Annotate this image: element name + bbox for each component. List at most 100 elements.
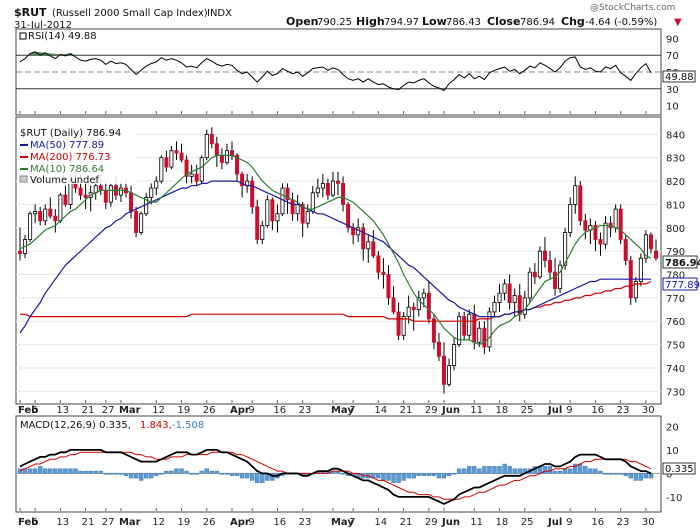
candle-body — [477, 327, 482, 343]
candle-body — [78, 187, 83, 196]
candle-body — [270, 199, 275, 222]
macd-hist-bar — [239, 473, 245, 479]
macd-hist-bar — [487, 466, 492, 474]
macd-hist-bar — [633, 473, 639, 481]
macd-hist-bar — [628, 473, 633, 479]
macd-hist-bar — [608, 473, 613, 475]
candle-body — [108, 185, 113, 203]
candle-body — [48, 208, 53, 217]
x-axis-label: May — [331, 517, 354, 528]
macd-hist-bar — [623, 473, 628, 476]
candle-body — [33, 211, 38, 215]
candle-body — [305, 211, 310, 224]
high-value: 794.97 — [384, 17, 419, 28]
macd-hist-bar — [154, 473, 159, 476]
macd-hist-bar — [426, 473, 432, 476]
x-axis-label: 23 — [299, 517, 312, 528]
macd-hist-bar — [169, 470, 174, 474]
x-axis-label: 25 — [521, 517, 534, 528]
macd-hist-bar — [249, 473, 255, 481]
price-y-tick: 830 — [666, 154, 685, 165]
candle-body — [265, 199, 270, 226]
candle-body — [537, 250, 542, 278]
ma50-line — [19, 180, 651, 334]
macd-hist-bar — [209, 470, 215, 474]
x-axis: FebFeb66131321212727MarMar121219192626Ap… — [18, 111, 655, 528]
macd-hist-bar — [603, 473, 608, 475]
macd-hist-bar — [260, 473, 265, 483]
x-axis-label: 14 — [374, 517, 387, 528]
macd-y-tick: 0 — [666, 469, 672, 480]
candle-body — [209, 133, 214, 145]
x-axis-label: 11 — [470, 517, 483, 528]
candle-body — [194, 173, 199, 182]
chg-label: Chg — [561, 15, 585, 28]
ma10-line — [19, 154, 652, 346]
macd-hist-bar — [214, 470, 220, 474]
macd-hist-bar — [517, 468, 522, 474]
candle-body — [159, 157, 164, 182]
candle-body — [17, 250, 22, 254]
candle-body — [129, 192, 134, 212]
symbol-label: $RUT — [14, 6, 47, 19]
rsi-y-tick: 10 — [666, 102, 679, 113]
macd-hist-bar — [159, 473, 164, 475]
candle-body — [346, 204, 351, 229]
macd-last-tag — [662, 462, 696, 475]
macd-hist-bar — [184, 470, 189, 474]
macd-hist-bar — [446, 473, 452, 476]
x-axis-label: Feb — [18, 517, 38, 528]
x-axis-label: 27 — [102, 405, 115, 416]
candle-body — [441, 355, 446, 385]
candle-body — [199, 157, 204, 182]
macd-label: MACD(12,26,9) 0.335, — [20, 420, 131, 431]
x-axis-label: 12 — [152, 405, 165, 416]
candle-body — [497, 292, 502, 303]
macd-hist-bar — [204, 468, 209, 474]
x-axis-label: May — [331, 405, 354, 416]
macd-y-tick: 20 — [666, 422, 679, 433]
rsi-last-tag — [662, 70, 696, 83]
candle-body — [542, 250, 547, 261]
macd-hist-bar — [567, 468, 573, 474]
candle-body — [532, 271, 537, 278]
price-y-tick: 730 — [666, 387, 685, 398]
candle-body — [654, 250, 659, 259]
rsi-legend-bg — [18, 30, 108, 41]
x-axis-label: Mar — [119, 405, 141, 416]
price-plot — [16, 127, 661, 394]
macd-hist-bar — [613, 473, 618, 475]
x-axis-label: 7 — [349, 405, 355, 416]
high-label: High — [356, 15, 385, 28]
candle-body — [219, 154, 224, 163]
chg-down-icon: ▼ — [674, 17, 682, 28]
macd-hist-bar — [53, 468, 58, 474]
x-axis-label: 21 — [82, 517, 95, 528]
rsi-legend-swatch — [19, 32, 27, 40]
x-axis-label: 7 — [349, 517, 355, 528]
candle-body — [411, 306, 416, 310]
rsi-y-tick: 70 — [666, 51, 679, 62]
macd-hist-bar — [133, 473, 139, 479]
macd-hist-bar — [557, 470, 563, 474]
candle-body — [83, 194, 88, 198]
macd-hist-bar — [643, 473, 649, 479]
price-y-tick: 790 — [666, 247, 685, 258]
macd-hist-bar — [391, 473, 396, 483]
x-axis-label: 6 — [31, 405, 37, 416]
macd-hist-bar — [118, 473, 124, 475]
macd-hist-bar — [93, 470, 98, 474]
macd-hist-bar — [552, 470, 558, 474]
macd-hist-bar — [229, 473, 235, 476]
candle-body — [63, 194, 68, 205]
macd-hist-bar — [199, 470, 204, 474]
macd-hist-bar — [143, 473, 149, 479]
candle-body — [638, 257, 643, 282]
x-axis-label: 11 — [470, 405, 483, 416]
candle-body — [134, 211, 139, 233]
macd-hist-bar — [467, 466, 472, 474]
macd-hist-bar — [194, 473, 199, 475]
macd-hist-bar — [103, 473, 109, 475]
x-axis-label: 9 — [566, 517, 572, 528]
